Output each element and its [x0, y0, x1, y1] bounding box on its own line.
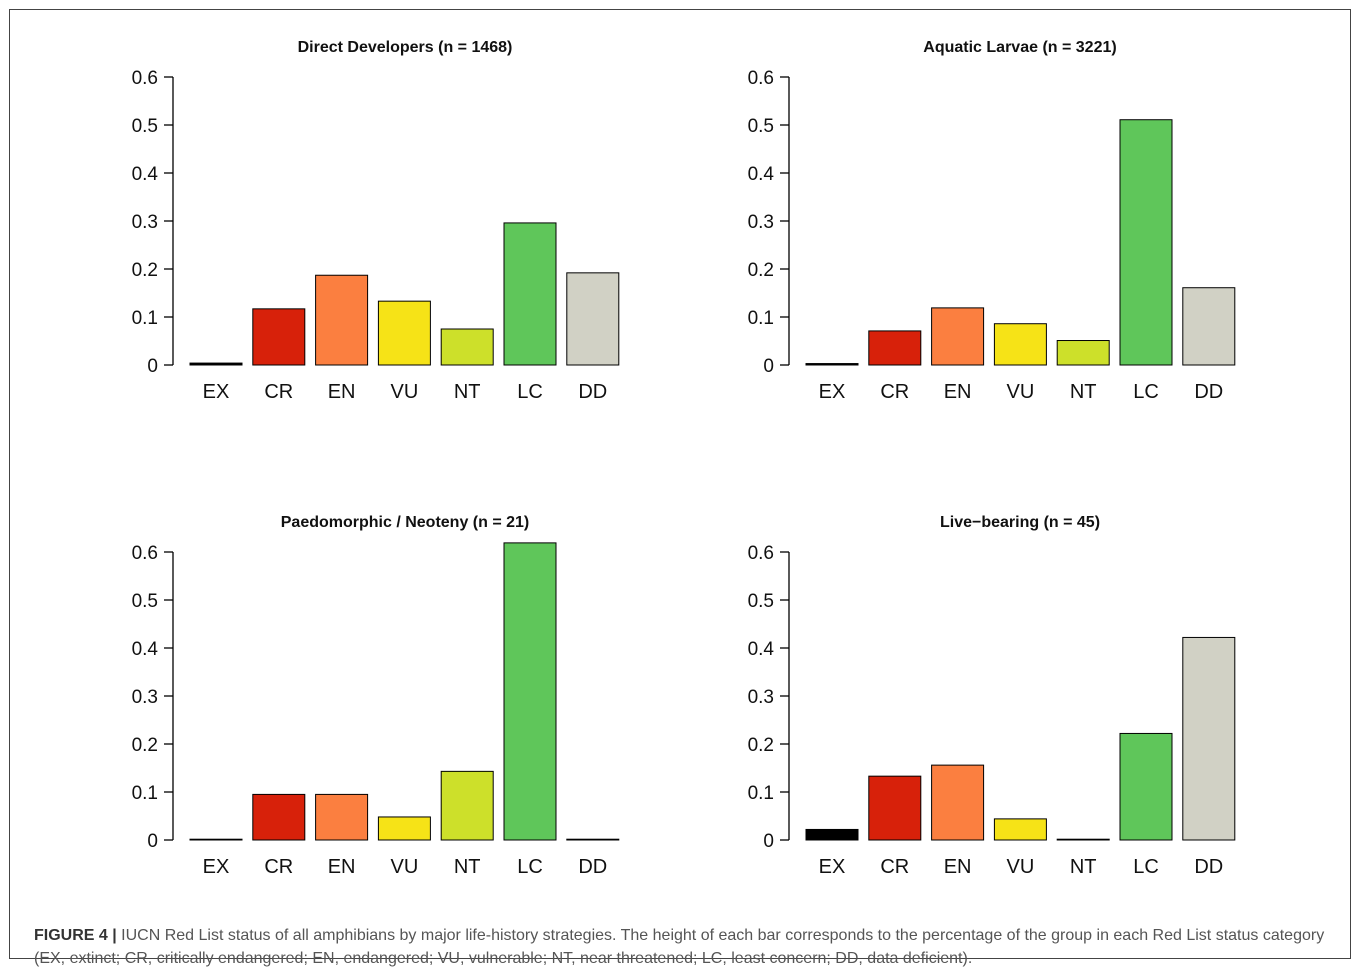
- x-category-label: EN: [944, 856, 972, 878]
- x-category-label: LC: [517, 381, 543, 403]
- chart-title-3: Paedomorphic / Neoteny (n = 21): [281, 514, 530, 531]
- bar-lc: [1119, 732, 1173, 841]
- bar-lc: [503, 542, 557, 841]
- y-tick-label: 0.6: [748, 543, 774, 564]
- x-category-label: EX: [819, 856, 846, 878]
- figure-caption: FIGURE 4 | IUCN Red List status of all a…: [34, 924, 1354, 970]
- chart-title-1: Direct Developers (n = 1468): [298, 39, 513, 56]
- bar-dd: [566, 838, 620, 841]
- y-tick-label: 0.3: [748, 687, 774, 708]
- bar-lc: [1119, 119, 1173, 366]
- x-category-label: LC: [1133, 381, 1159, 403]
- y-tick-label: 0.6: [748, 68, 774, 89]
- x-category-label: NT: [1070, 856, 1097, 878]
- bar-en: [315, 274, 369, 366]
- x-category-label: EN: [328, 856, 356, 878]
- x-category-label: NT: [454, 856, 481, 878]
- bar-cr: [868, 775, 922, 841]
- y-tick-label: 0.4: [132, 164, 159, 185]
- x-category-label: VU: [1007, 381, 1035, 403]
- x-category-label: NT: [454, 381, 481, 403]
- x-category-label: CR: [264, 856, 293, 878]
- bar-ex: [805, 363, 859, 366]
- bar-ex: [189, 838, 243, 841]
- x-category-label: CR: [880, 856, 909, 878]
- bar-dd: [1182, 287, 1236, 366]
- y-tick-label: 0: [763, 831, 774, 852]
- bar-en: [315, 793, 369, 841]
- x-category-label: EX: [203, 856, 230, 878]
- x-category-label: LC: [1133, 856, 1159, 878]
- y-tick-label: 0.5: [132, 116, 158, 137]
- bar-cr: [252, 308, 306, 366]
- y-tick-label: 0.4: [748, 639, 775, 660]
- bar-en: [931, 764, 985, 841]
- x-category-label: EX: [819, 381, 846, 403]
- x-category-label: VU: [1007, 856, 1035, 878]
- x-category-label: DD: [578, 856, 607, 878]
- y-tick-label: 0.1: [132, 308, 158, 329]
- y-tick-label: 0.5: [748, 591, 774, 612]
- y-tick-label: 0: [763, 356, 774, 377]
- bar-nt: [440, 770, 494, 841]
- y-tick-label: 0.3: [132, 212, 158, 233]
- y-tick-label: 0.2: [748, 735, 774, 756]
- x-category-label: DD: [1194, 856, 1223, 878]
- y-tick-label: 0.5: [748, 116, 774, 137]
- y-tick-label: 0.6: [132, 543, 158, 564]
- y-tick-label: 0.1: [748, 783, 774, 804]
- x-category-label: DD: [1194, 381, 1223, 403]
- bar-vu: [377, 816, 431, 841]
- x-category-label: EN: [944, 381, 972, 403]
- y-tick-label: 0.3: [132, 687, 158, 708]
- bar-dd: [1182, 636, 1236, 841]
- x-category-label: LC: [517, 856, 543, 878]
- y-tick-label: 0.3: [748, 212, 774, 233]
- figure-panel: Direct Developers (n = 1468) 0 0.1 0.2 0.3 0.…: [9, 9, 1351, 967]
- bar-ex: [805, 828, 859, 841]
- bar-nt: [1056, 838, 1110, 841]
- caption-text: IUCN Red List status of all amphibians b…: [34, 927, 1325, 967]
- chart-title-2: Aquatic Larvae (n = 3221): [923, 39, 1116, 56]
- bar-vu: [993, 323, 1047, 366]
- x-category-label: NT: [1070, 381, 1097, 403]
- bar-dd: [566, 272, 620, 366]
- y-tick-label: 0.1: [748, 308, 774, 329]
- y-tick-label: 0.2: [132, 260, 158, 281]
- y-tick-label: 0: [147, 356, 158, 377]
- x-category-label: EX: [203, 381, 230, 403]
- bar-nt: [1056, 340, 1110, 366]
- bar-nt: [440, 328, 494, 366]
- y-tick-label: 0: [147, 831, 158, 852]
- y-tick-label: 0.4: [132, 639, 159, 660]
- y-tick-label: 0.2: [748, 260, 774, 281]
- bar-cr: [868, 330, 922, 366]
- chart-title-4: Live−bearing (n = 45): [940, 514, 1100, 531]
- bar-vu: [377, 300, 431, 366]
- bar-ex: [189, 362, 243, 366]
- y-tick-label: 0.1: [132, 783, 158, 804]
- bar-vu: [993, 818, 1047, 841]
- y-tick-label: 0.4: [748, 164, 775, 185]
- x-category-label: DD: [578, 381, 607, 403]
- y-tick-label: 0.5: [132, 591, 158, 612]
- bar-lc: [503, 222, 557, 366]
- y-tick-label: 0.2: [132, 735, 158, 756]
- figure-label: FIGURE 4 |: [34, 927, 117, 944]
- y-tick-label: 0.6: [132, 68, 158, 89]
- bar-en: [931, 307, 985, 366]
- x-category-label: VU: [391, 856, 419, 878]
- x-category-label: CR: [880, 381, 909, 403]
- x-category-label: VU: [391, 381, 419, 403]
- bar-cr: [252, 793, 306, 841]
- x-category-label: CR: [264, 381, 293, 403]
- charts-canvas: Direct Developers (n = 1468) 0 0.1 0.2 0.3 0.…: [132, 39, 1236, 878]
- x-category-label: EN: [328, 381, 356, 403]
